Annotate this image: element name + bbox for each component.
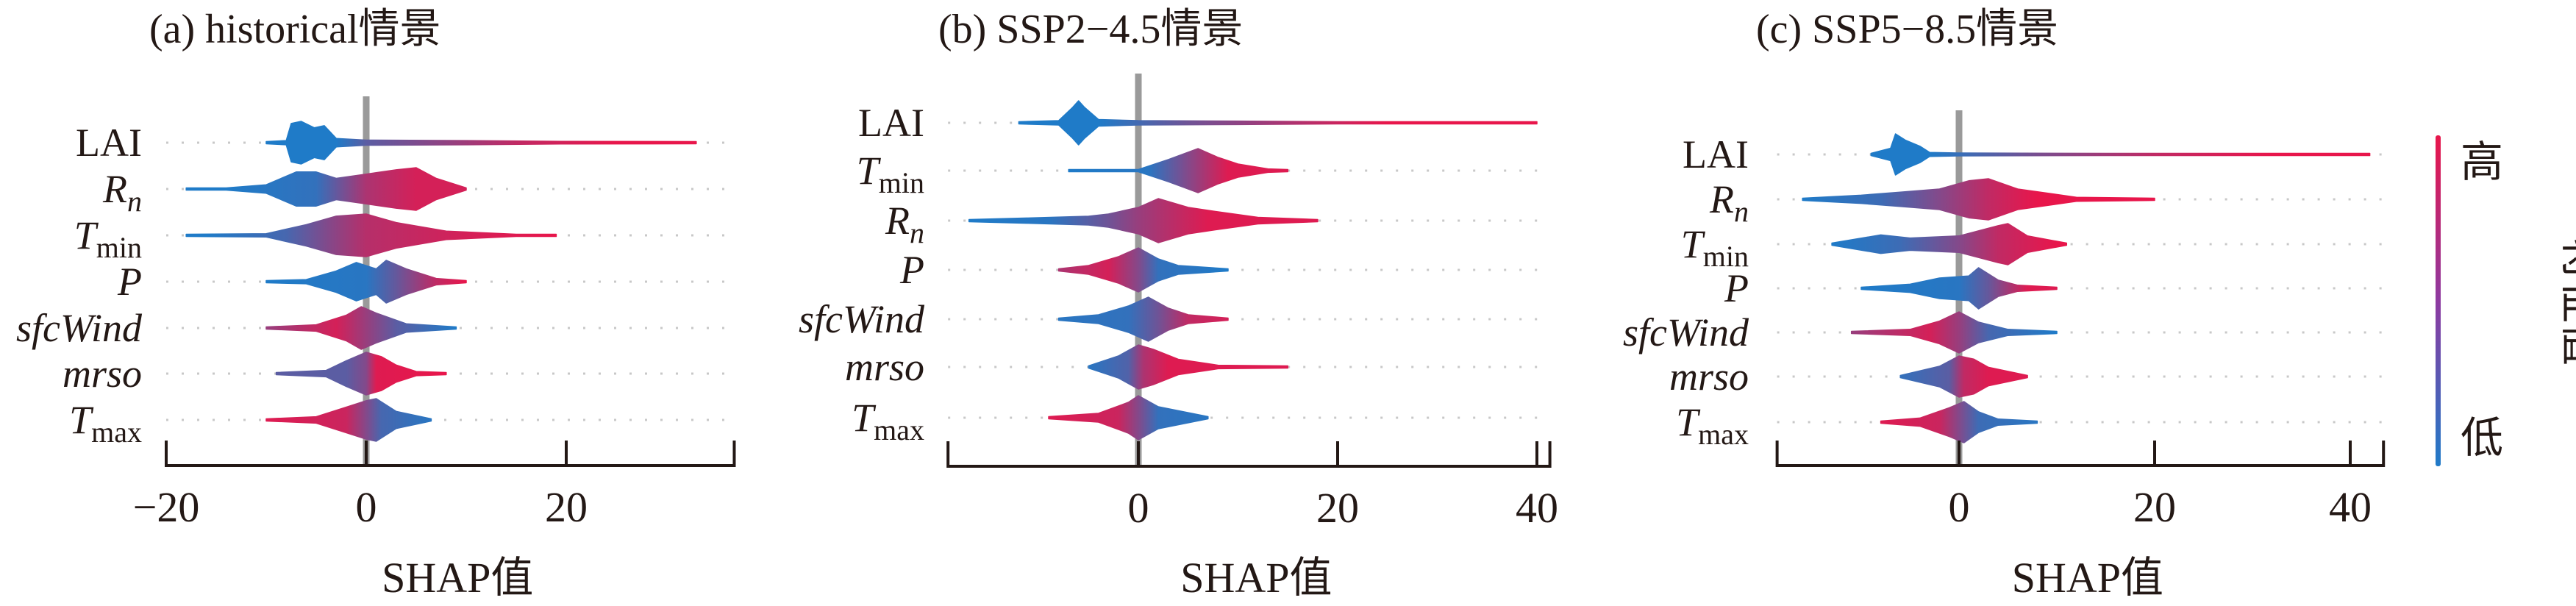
beeswarm-p [265, 260, 467, 304]
feature-label: Tmin [857, 149, 924, 199]
feature-label: Tmax [69, 398, 142, 449]
feature-label: Tmin [1681, 222, 1749, 273]
beeswarm-p [1860, 267, 2058, 310]
feature-label: P [899, 248, 924, 292]
x-axis-title: SHAP值 [2012, 554, 2163, 602]
beeswarm-t-max [1048, 395, 1209, 441]
feature-label: Tmax [1676, 400, 1749, 451]
x-tick-label: 0 [1949, 483, 1970, 531]
beeswarm-r-n [185, 167, 467, 211]
feature-label: LAI [858, 101, 924, 145]
beeswarm-t-min [1068, 148, 1289, 193]
colorbar: 高 低 特征值 [2436, 135, 2576, 466]
feature-label: mrso [63, 352, 142, 396]
beeswarm-mrso [1899, 355, 2028, 398]
feature-label: Tmax [852, 396, 924, 446]
panel-title: (a) historical情景 [149, 7, 441, 52]
beeswarm-mrso [275, 352, 447, 396]
x-tick-label: 40 [2329, 483, 2372, 531]
x-tick-label: 0 [1128, 484, 1149, 532]
feature-label: P [117, 260, 142, 304]
colorbar-title: 特征值 [2557, 238, 2576, 366]
beeswarm-lai [265, 121, 697, 165]
feature-label: mrso [1669, 354, 1749, 399]
feature-label: sfcWind [799, 297, 925, 341]
beeswarm-r-n [1802, 178, 2155, 221]
beeswarm-p [1057, 247, 1229, 293]
panel-1: (a) historical情景 LAIRnTminPsfcWindmrsoTma… [16, 7, 736, 602]
beeswarm-t-max [265, 398, 432, 442]
x-tick-label: 20 [1316, 484, 1359, 532]
feature-label: Rn [1709, 177, 1749, 228]
x-tick-label: −20 [133, 483, 200, 531]
feature-label: LAI [1683, 132, 1749, 177]
panel-title: (c) SSP5−8.5情景 [1756, 7, 2058, 52]
feature-label: LAI [76, 121, 142, 165]
x-axis-title: SHAP值 [1180, 554, 1332, 602]
feature-label: sfcWind [1623, 310, 1749, 354]
beeswarm-mrso [1088, 344, 1289, 390]
beeswarm-t-max [1880, 401, 2038, 443]
beeswarm-lai [1870, 133, 2371, 176]
x-tick-label: 20 [545, 483, 588, 531]
colorbar-gradient [2436, 135, 2441, 466]
beeswarm-sfcwind [265, 306, 457, 350]
beeswarm-t-min [185, 213, 557, 257]
feature-label: Tmin [74, 213, 142, 264]
feature-label: Rn [885, 199, 924, 249]
feature-label: mrso [845, 345, 924, 389]
feature-label: P [1724, 266, 1749, 310]
colorbar-low-label: 低 [2461, 414, 2503, 462]
beeswarm-r-n [968, 198, 1319, 243]
feature-label: Rn [102, 167, 142, 218]
x-axis-title: SHAP值 [382, 554, 533, 602]
x-tick-label: 20 [2133, 483, 2176, 531]
beeswarm-lai [1018, 100, 1538, 146]
beeswarm-sfcwind [1850, 311, 2058, 354]
panel-title: (b) SSP2−4.5情景 [938, 7, 1243, 52]
feature-label: sfcWind [16, 306, 143, 350]
beeswarm-sfcwind [1057, 296, 1229, 342]
beeswarm-t-min [1831, 223, 2068, 265]
x-tick-label: 0 [356, 483, 377, 531]
x-tick-label: 40 [1516, 484, 1558, 532]
colorbar-high-label: 高 [2461, 138, 2503, 186]
